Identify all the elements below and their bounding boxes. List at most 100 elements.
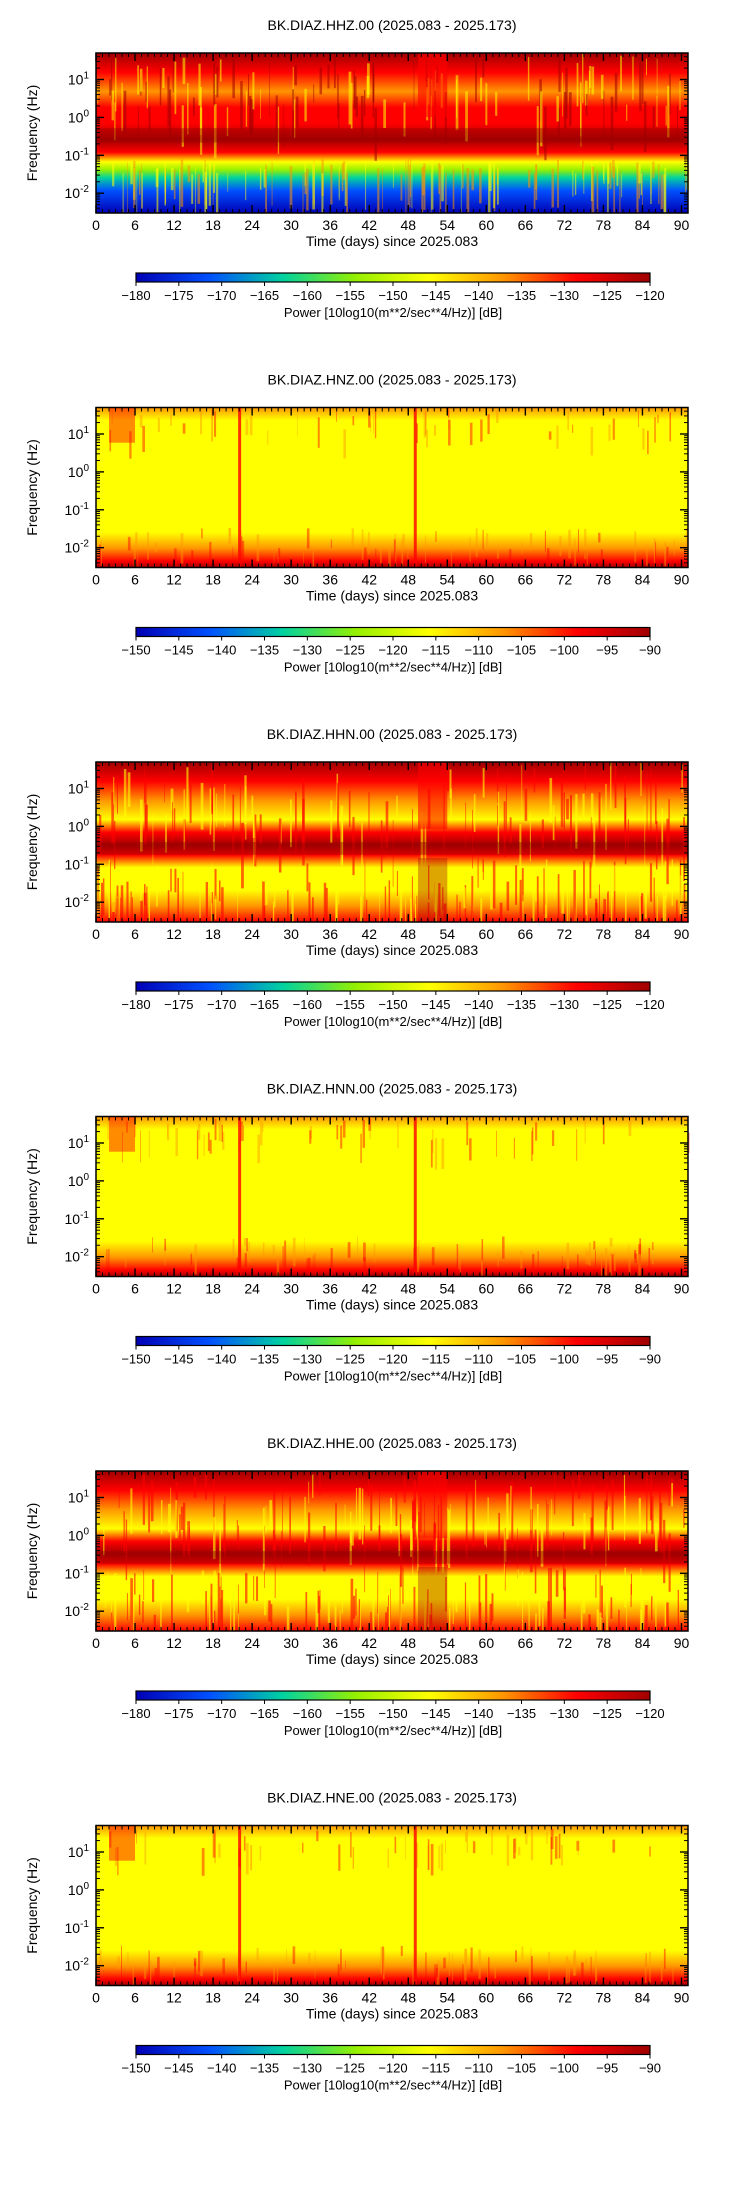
x-tick-label: 84 [635,926,651,942]
x-tick-label: 6 [131,1281,139,1297]
colorbar-tick-label: −180 [121,288,150,303]
x-tick-label: 72 [557,1281,573,1297]
colorbar-tick-label: −95 [596,2061,618,2076]
y-tick-label: 100 [68,108,90,125]
colorbar-tick-label: −130 [293,2061,322,2076]
x-axis-label: Time (days) since 2025.083 [306,233,478,249]
x-tick-label: 78 [596,926,612,942]
y-tick-label: 10-1 [65,501,90,518]
colorbar-tick-label: −135 [507,288,536,303]
spectrogram-streaks [97,762,686,922]
x-tick-label: 42 [361,1281,377,1297]
y-tick-label: 10-1 [65,1919,90,1936]
colorbar-tick-label: −105 [507,1352,536,1367]
colorbar-tick-label: −90 [639,1352,661,1367]
colorbar-tick-label: −135 [250,643,279,658]
colorbar-label: Power [10log10(m**2/sec**4/Hz)] [dB] [284,1369,502,1384]
plot-frame [95,52,689,214]
x-tick-label: 18 [205,1635,221,1651]
y-tick-label: 10-2 [65,1602,90,1619]
x-tick-label: 42 [361,1635,377,1651]
colorbar-tick-label: −150 [121,2061,150,2076]
colorbar-tick-label: −95 [596,643,618,658]
spectrogram-panel: BK.DIAZ.HNN.00 (2025.083 - 2025.173) 0 6 12… [24,1081,689,1384]
colorbar-tick-label: −150 [378,1706,407,1721]
colorbar-tick-label: −115 [422,2061,450,2076]
colorbar-tick-label: −135 [250,1352,279,1367]
x-tick-label: 36 [322,1281,338,1297]
y-tick-label: 100 [68,463,90,480]
x-tick-label: 54 [440,572,456,588]
x-tick-label: 6 [131,217,139,233]
x-tick-label: 72 [557,572,573,588]
x-tick-label: 72 [557,1635,573,1651]
x-axis-label: Time (days) since 2025.083 [306,1297,478,1313]
x-tick-label: 24 [244,926,260,942]
colorbar-tick-label: −130 [550,1706,579,1721]
x-tick-label: 42 [361,926,377,942]
x-tick-label: 42 [361,217,377,233]
y-tick-label: 10-1 [65,1210,90,1227]
colorbar-tick-label: −155 [336,997,365,1012]
x-tick-label: 54 [440,1281,456,1297]
colorbar-tick-label: −140 [464,1706,493,1721]
colorbar-tick-label: −130 [293,643,322,658]
plot-frame [95,761,689,923]
x-tick-label: 66 [518,1635,534,1651]
colorbar-tick-label: −120 [635,288,664,303]
x-tick-label: 12 [166,217,182,233]
x-tick-label: 48 [400,1281,416,1297]
x-tick-label: 66 [518,572,534,588]
x-axis-label: Time (days) since 2025.083 [306,942,478,958]
colorbar-tick-label: −180 [121,1706,150,1721]
y-tick-label: 101 [68,779,90,796]
y-tick-label: 101 [68,70,90,87]
colorbar-tick-label: −95 [596,1352,618,1367]
x-tick-label: 6 [131,926,139,942]
colorbar-tick-label: −145 [164,1352,193,1367]
x-tick-label: 18 [205,1990,221,2006]
x-tick-label: 12 [166,1635,182,1651]
colorbar-tick-label: −125 [336,643,365,658]
x-tick-label: 24 [244,1635,260,1651]
x-tick-label: 48 [400,572,416,588]
colorbar-tick-label: −100 [550,2061,579,2076]
colorbar-tick-label: −110 [465,2061,493,2076]
x-tick-label: 90 [674,217,690,233]
x-tick-label: 36 [322,217,338,233]
y-axis-label: Frequency (Hz) [24,1148,40,1244]
y-tick-label: 10-2 [65,1248,90,1265]
y-tick-label: 100 [68,1881,90,1898]
colorbar-tick-label: −120 [635,997,664,1012]
x-tick-label: 84 [635,217,651,233]
colorbar-tick-label: −160 [293,997,322,1012]
x-tick-label: 36 [322,572,338,588]
x-tick-label: 30 [283,1281,299,1297]
colorbar-tick-label: −135 [507,997,536,1012]
colorbar-tick-label: −120 [378,1352,407,1367]
colorbar-tick-label: −115 [422,643,450,658]
x-tick-label: 12 [166,1281,182,1297]
colorbar-tick-label: −150 [378,288,407,303]
spectrogram-field [96,762,688,922]
x-tick-label: 0 [92,1990,100,2006]
colorbar-tick-label: −130 [550,997,579,1012]
colorbar-tick-label: −110 [465,643,493,658]
x-tick-label: 30 [283,572,299,588]
spectrogram-panel: BK.DIAZ.HHE.00 (2025.083 - 2025.173) 0 6 12… [24,1435,689,1738]
x-tick-label: 84 [635,1990,651,2006]
x-tick-label: 60 [479,1281,495,1297]
colorbar-tick-label: −155 [336,1706,365,1721]
colorbar [135,1335,651,1347]
colorbar-tick-label: −170 [207,288,236,303]
x-axis-label: Time (days) since 2025.083 [306,2006,478,2022]
colorbar-tick-label: −170 [207,997,236,1012]
colorbar-tick-label: −115 [422,1352,450,1367]
spectrogram-panel: BK.DIAZ.HHN.00 (2025.083 - 2025.173) 0 6 12… [24,726,689,1029]
y-tick-label: 10-2 [65,1957,90,1974]
colorbar-tick-label: −125 [336,1352,365,1367]
x-tick-label: 60 [479,1990,495,2006]
x-tick-label: 66 [518,1990,534,2006]
x-tick-label: 78 [596,1990,612,2006]
x-axis-label: Time (days) since 2025.083 [306,588,478,604]
